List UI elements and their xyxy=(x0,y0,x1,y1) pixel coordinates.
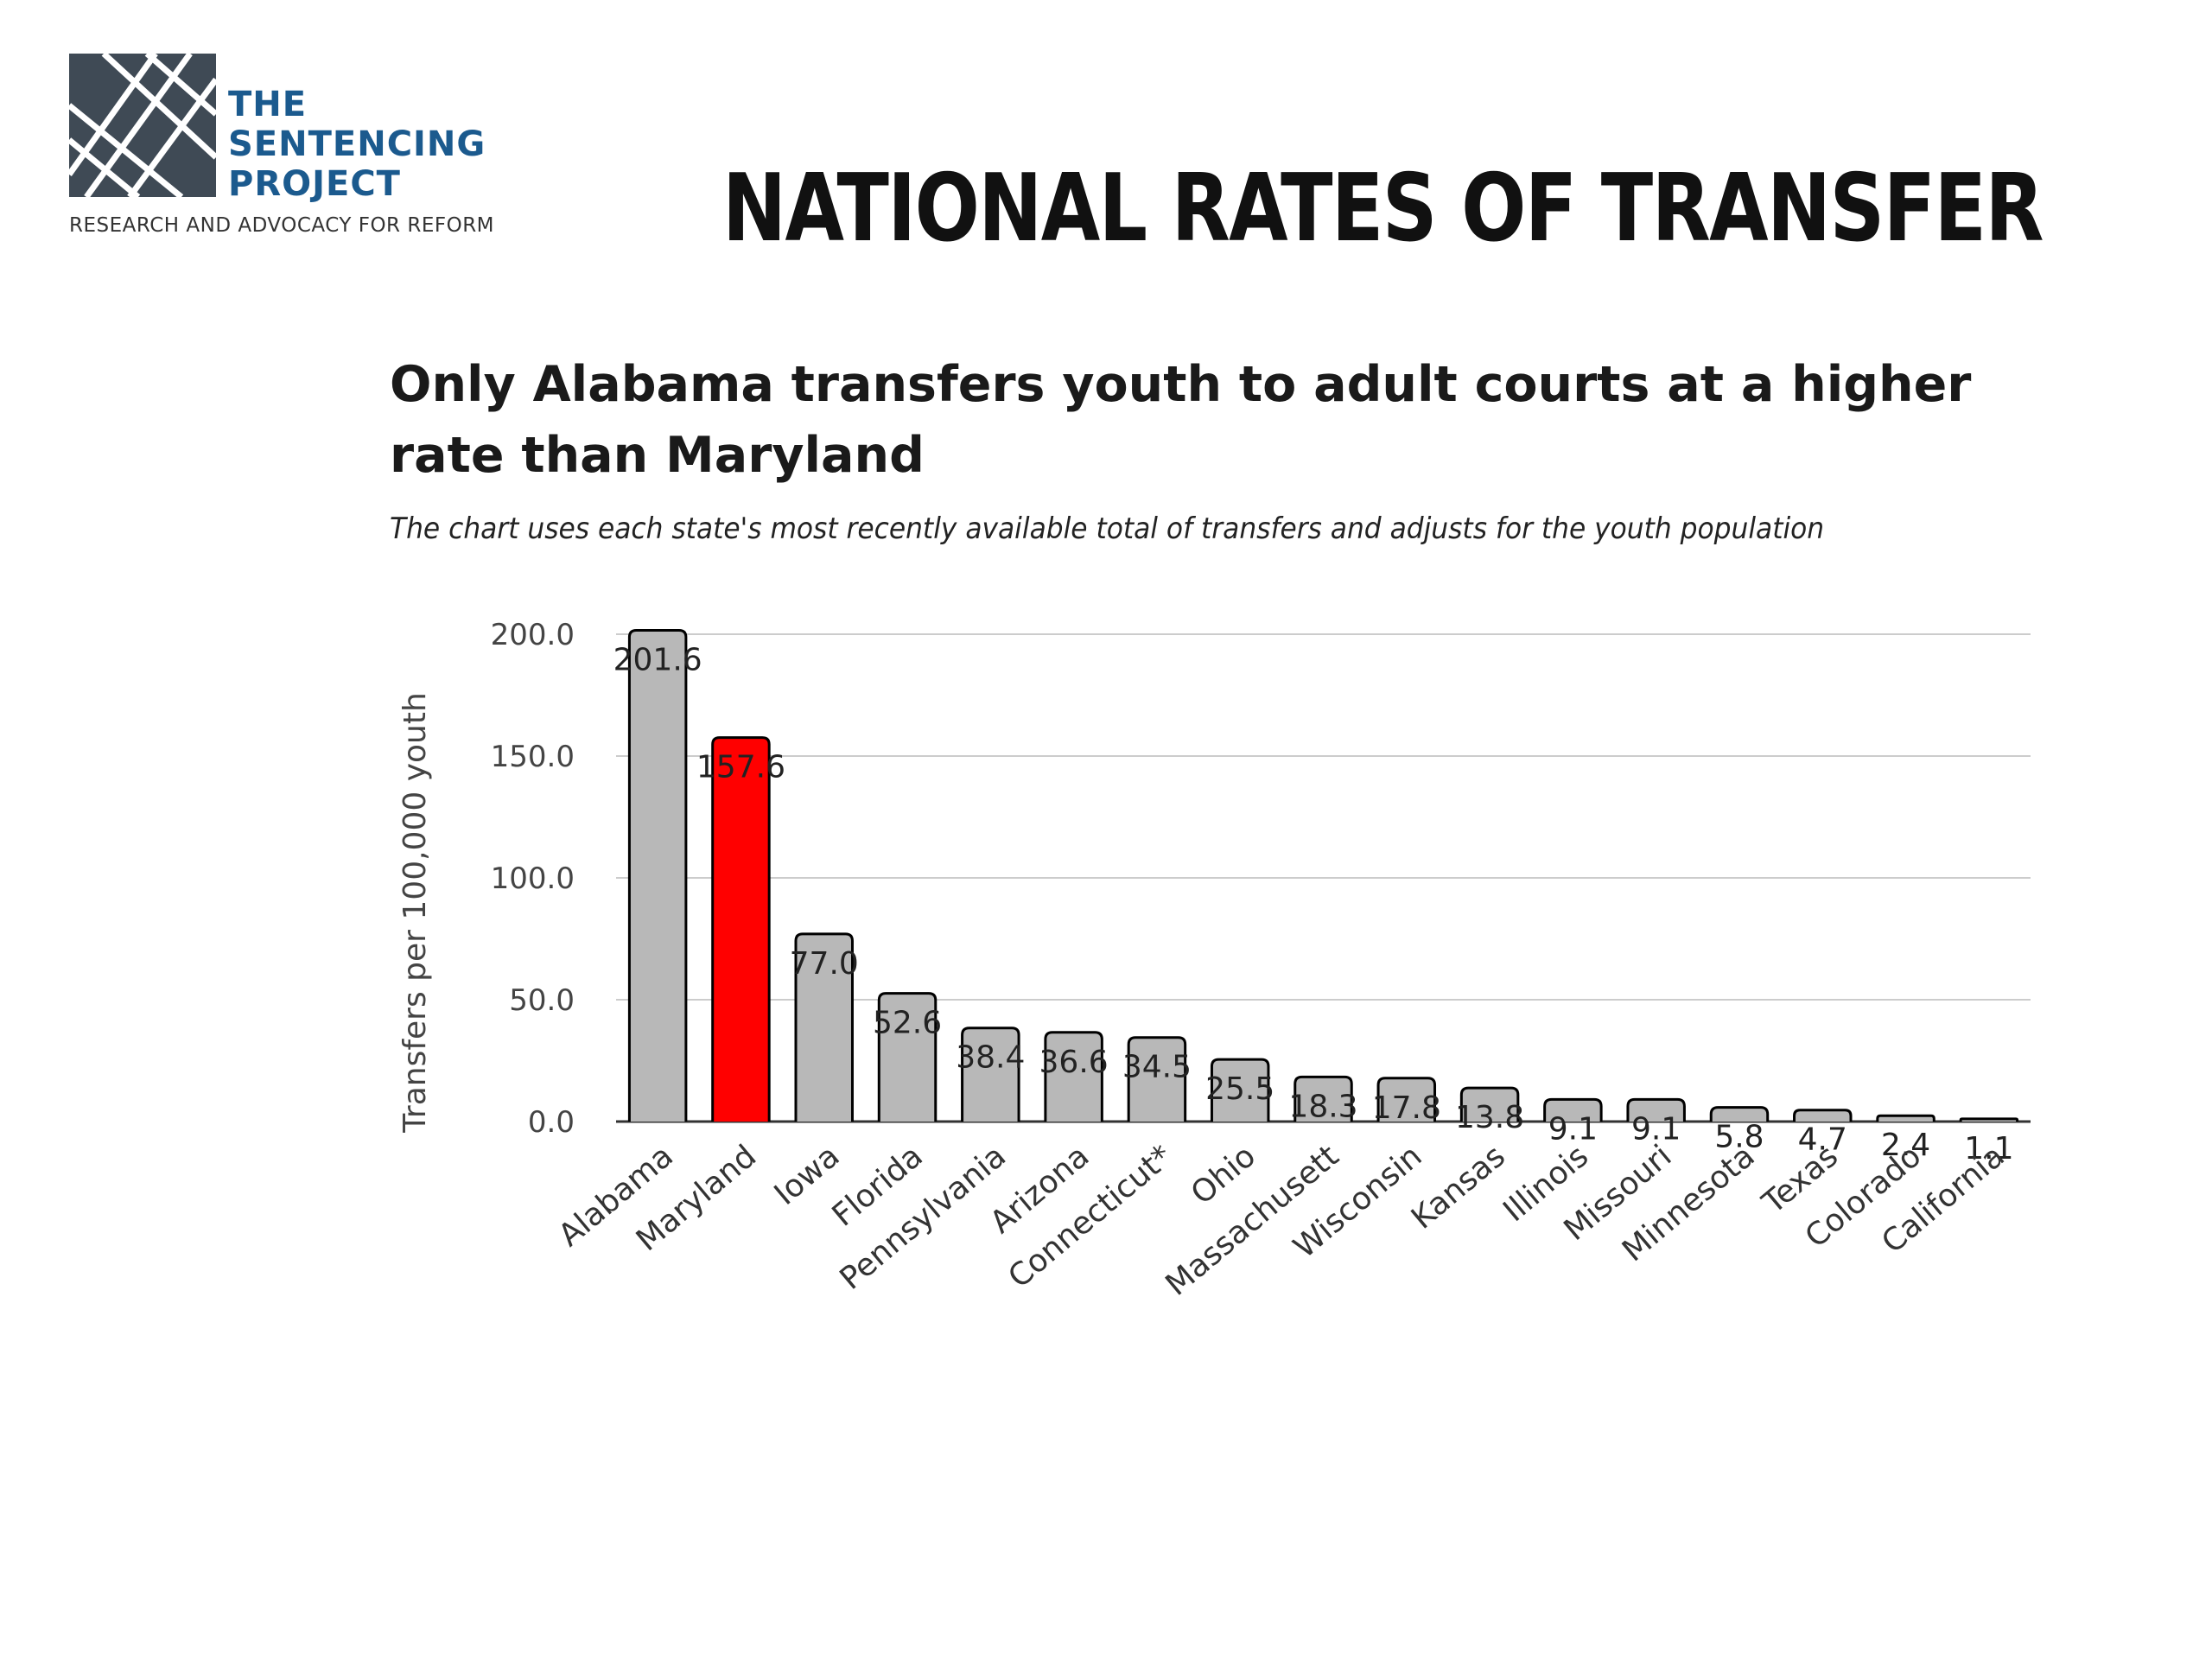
logo-tagline: RESEARCH AND ADVOCACY FOR REFORM xyxy=(69,214,495,237)
bars xyxy=(627,628,2019,1122)
value-label: 34.5 xyxy=(1122,1050,1192,1085)
logo: THE SENTENCING PROJECT RESEARCH AND ADVO… xyxy=(69,50,536,249)
bar-connecticut xyxy=(1127,1036,1187,1122)
logo-line-3: PROJECT xyxy=(228,164,401,204)
y-tick-label: 100.0 xyxy=(491,861,575,896)
value-label: 13.8 xyxy=(1455,1100,1524,1135)
value-label: 52.6 xyxy=(873,1006,942,1041)
value-label: 2.4 xyxy=(1881,1128,1930,1163)
bar-illinois xyxy=(1543,1097,1603,1122)
bar-ohio xyxy=(1210,1058,1270,1122)
chart-title: Only Alabama transfers youth to adult co… xyxy=(390,356,1972,484)
value-labels: 201.6 157.6 77.0 52.6 38.4 36.6 34.5 25.5 18.3 17… xyxy=(613,642,2014,1166)
bar-alabama xyxy=(627,628,688,1122)
value-label: 36.6 xyxy=(1039,1045,1109,1080)
y-tick-label: 200.0 xyxy=(491,618,575,652)
bar-kansas xyxy=(1459,1086,1520,1122)
category-label: Kansas xyxy=(1405,1138,1512,1236)
y-tick-label: 150.0 xyxy=(491,740,575,774)
bar-wisconsin xyxy=(1376,1077,1437,1122)
value-label: 38.4 xyxy=(956,1040,1025,1076)
value-label: 201.6 xyxy=(613,642,702,677)
bar-colorado xyxy=(1876,1114,1936,1122)
value-label: 1.1 xyxy=(1964,1131,2013,1166)
value-label: 157.6 xyxy=(696,750,785,785)
sentencing-project-logo-mark-icon xyxy=(69,54,216,197)
bar-florida xyxy=(877,992,938,1122)
value-label: 4.7 xyxy=(1798,1122,1847,1158)
logo-line-2: SENTENCING xyxy=(228,124,486,164)
bar-texas xyxy=(1793,1109,1853,1122)
logo-wordmark: THE SENTENCING PROJECT xyxy=(228,85,486,204)
value-label: 25.5 xyxy=(1205,1071,1274,1107)
y-tick-label: 50.0 xyxy=(509,983,575,1018)
bar-maryland xyxy=(711,736,771,1122)
value-label: 5.8 xyxy=(1714,1120,1764,1155)
bar-missouri xyxy=(1626,1097,1686,1122)
y-ticks: 0.0 50.0 100.0 150.0 200.0 xyxy=(491,618,575,1140)
value-label: 77.0 xyxy=(790,946,859,982)
chart-subtitle: The chart uses each state's most recentl… xyxy=(390,512,1825,546)
bar-iowa xyxy=(794,932,854,1122)
bar-pennsylvania xyxy=(961,1027,1020,1122)
bar-california xyxy=(1959,1117,2019,1122)
value-label: 9.1 xyxy=(1548,1111,1598,1147)
value-label: 9.1 xyxy=(1631,1111,1681,1147)
y-tick-label: 0.0 xyxy=(528,1105,575,1140)
bar-minnesota xyxy=(1709,1106,1770,1122)
value-label: 17.8 xyxy=(1372,1090,1441,1126)
value-label: 18.3 xyxy=(1288,1089,1357,1124)
bar-massachusett xyxy=(1294,1075,1353,1122)
logo-line-1: THE xyxy=(228,85,308,124)
y-axis-label: Transfers per 100,000 youth xyxy=(397,692,433,1134)
bar-arizona xyxy=(1044,1031,1103,1122)
